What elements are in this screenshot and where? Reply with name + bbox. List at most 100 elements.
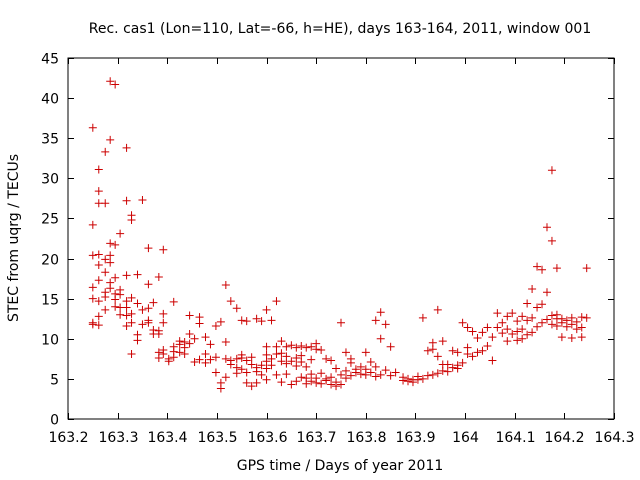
data-point	[337, 318, 345, 327]
x-tick-label: 163.3	[98, 430, 138, 446]
data-point	[94, 187, 103, 196]
data-point	[518, 334, 527, 343]
data-point	[101, 293, 110, 302]
data-point	[277, 378, 286, 387]
data-point	[547, 320, 556, 329]
data-point	[226, 297, 235, 306]
data-point	[221, 373, 230, 382]
data-point	[88, 220, 97, 229]
data-point	[518, 312, 527, 321]
data-point	[391, 368, 400, 377]
data-point	[538, 300, 547, 309]
data-point	[175, 348, 184, 357]
data-point	[106, 77, 115, 86]
data-point	[216, 317, 225, 326]
data-point	[122, 321, 131, 330]
data-point	[149, 298, 158, 307]
data-point	[376, 334, 385, 343]
data-point	[257, 370, 266, 379]
data-point	[127, 318, 136, 327]
data-point	[443, 360, 452, 369]
data-point	[216, 384, 225, 393]
data-point	[307, 355, 316, 364]
x-tick-label: 163.6	[247, 430, 287, 446]
data-point	[376, 308, 385, 317]
data-point	[488, 356, 497, 365]
data-point	[361, 370, 370, 379]
data-point	[433, 305, 442, 314]
data-point	[381, 366, 390, 375]
x-axis-label: GPS time / Days of year 2011	[237, 458, 444, 474]
data-point	[122, 143, 131, 152]
y-tick-label: 25	[41, 212, 59, 228]
y-tick-label: 30	[41, 172, 59, 188]
data-point	[221, 354, 230, 363]
data-point	[463, 350, 472, 359]
data-point	[206, 355, 215, 364]
data-point	[133, 299, 142, 308]
data-point	[221, 281, 230, 290]
data-point	[453, 348, 462, 357]
data-point	[423, 371, 432, 380]
data-point	[488, 333, 497, 342]
data-point	[463, 323, 472, 332]
y-tick-label: 20	[41, 253, 59, 269]
data-point	[503, 312, 512, 321]
data-point	[332, 382, 341, 391]
data-point	[428, 370, 437, 379]
data-point	[404, 377, 413, 386]
data-point	[582, 264, 591, 273]
plot-frame	[67, 57, 615, 420]
data-point	[106, 135, 115, 144]
data-point	[175, 340, 184, 349]
data-point	[493, 323, 502, 332]
data-point	[211, 353, 220, 362]
data-point	[242, 368, 251, 377]
data-point	[322, 376, 331, 385]
data-point	[94, 321, 103, 330]
y-tick-label: 35	[41, 132, 59, 148]
data-point	[572, 325, 581, 334]
y-tick-label: 15	[41, 293, 59, 309]
data-point	[523, 299, 532, 308]
data-point	[138, 195, 147, 204]
data-point	[528, 285, 537, 294]
data-point	[232, 304, 241, 313]
data-point	[106, 284, 115, 293]
data-point	[116, 310, 125, 319]
y-axis-label: STEC from uqrg / TECUs	[6, 154, 22, 322]
data-point	[448, 346, 457, 355]
data-point	[297, 341, 306, 350]
data-point	[282, 359, 291, 368]
data-point	[221, 337, 230, 346]
data-point	[371, 316, 380, 325]
y-tick-label: 45	[41, 52, 59, 68]
data-point	[195, 319, 204, 328]
data-point	[346, 371, 355, 380]
data-point	[154, 354, 163, 363]
data-point	[232, 369, 241, 378]
data-point	[376, 370, 385, 379]
data-point	[247, 360, 256, 369]
data-point	[399, 376, 408, 385]
data-point	[542, 315, 551, 324]
data-point	[237, 365, 246, 374]
data-point	[552, 321, 561, 330]
data-point	[169, 353, 178, 362]
data-point	[282, 352, 291, 361]
data-point	[262, 375, 271, 384]
data-point	[572, 317, 581, 326]
data-point	[523, 330, 532, 339]
data-point	[242, 356, 251, 365]
data-point	[94, 250, 103, 259]
data-point	[528, 313, 537, 322]
data-point	[88, 283, 97, 292]
data-point	[257, 317, 266, 326]
data-point	[94, 165, 103, 174]
data-point	[111, 302, 120, 311]
data-point	[533, 303, 542, 312]
data-point	[101, 199, 110, 208]
data-point	[533, 322, 542, 331]
data-point	[277, 337, 286, 346]
data-point	[528, 328, 537, 337]
